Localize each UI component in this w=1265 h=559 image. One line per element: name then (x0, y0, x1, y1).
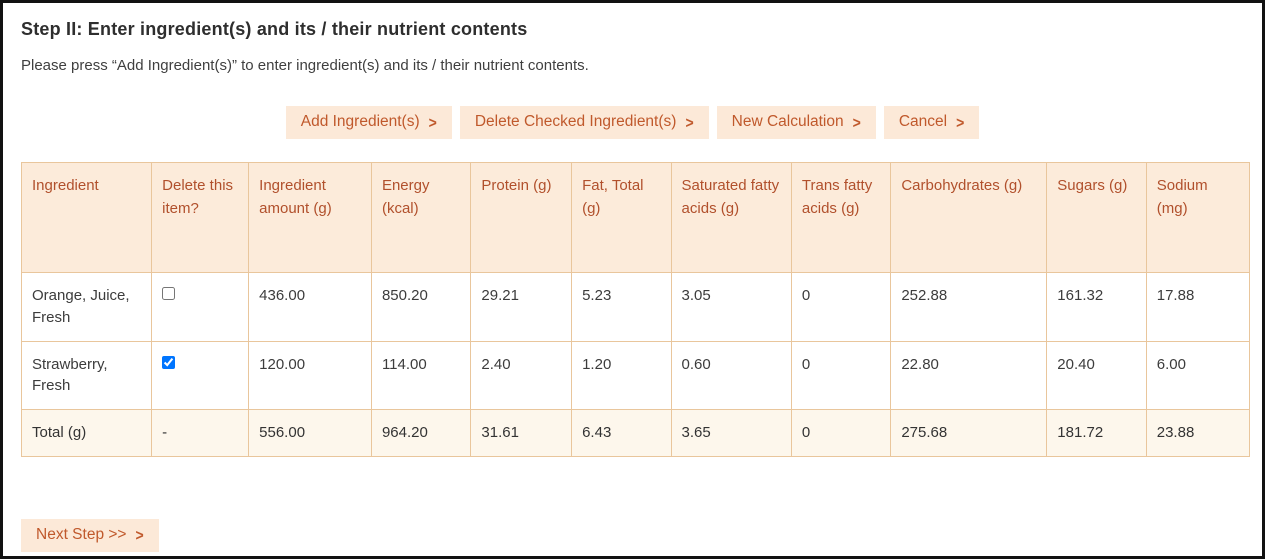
column-header-protein: Protein (g) (470, 162, 573, 273)
nutrient-table: Ingredient Delete this item? Ingredient … (20, 162, 1251, 457)
total-saturated-fat-cell: 3.65 (670, 409, 792, 457)
fat-cell: 5.23 (571, 272, 672, 342)
delete-checked-ingredients-button[interactable]: Delete Checked Ingredient(s) > (459, 106, 709, 139)
energy-cell: 114.00 (370, 340, 472, 410)
column-header-amount: Ingredient amount (g) (248, 162, 372, 273)
total-label-cell: Total (g) (20, 409, 153, 457)
protein-cell: 2.40 (470, 340, 573, 410)
sodium-cell: 17.88 (1145, 272, 1251, 342)
delete-checkbox-cell (151, 340, 250, 410)
energy-cell: 850.20 (370, 272, 472, 342)
sugars-cell: 161.32 (1046, 272, 1147, 342)
column-header-sugars: Sugars (g) (1046, 162, 1147, 273)
next-step-label: Next Step >> (36, 525, 127, 543)
saturated-fat-cell: 0.60 (670, 340, 792, 410)
column-header-carbohydrates: Carbohydrates (g) (890, 162, 1048, 273)
chevron-right-icon: > (685, 112, 694, 132)
delete-item-checkbox[interactable] (162, 287, 176, 300)
add-ingredients-button[interactable]: Add Ingredient(s) > (285, 106, 452, 139)
total-protein-cell: 31.61 (470, 409, 573, 457)
total-sugars-cell: 181.72 (1046, 409, 1147, 457)
column-header-trans-fat: Trans fatty acids (g) (790, 162, 892, 273)
page-title: Step II: Enter ingredient(s) and its / t… (21, 19, 528, 39)
sodium-cell: 6.00 (1145, 340, 1251, 410)
delete-checked-label: Delete Checked Ingredient(s) (474, 113, 677, 130)
delete-checkbox-cell (151, 272, 250, 342)
column-header-fat: Fat, Total (g) (571, 162, 672, 273)
sugars-cell: 20.40 (1046, 340, 1147, 410)
cancel-button[interactable]: Cancel > (883, 106, 980, 139)
table-row: Strawberry, Fresh 120.00 114.00 2.40 1.2… (20, 340, 1251, 410)
trans-fat-cell: 0 (790, 340, 892, 410)
chevron-right-icon: > (956, 112, 965, 132)
column-header-energy: Energy (kcal) (370, 162, 472, 273)
cancel-label: Cancel (898, 113, 948, 130)
total-carbohydrates-cell: 275.68 (890, 409, 1048, 457)
total-sodium-cell: 23.88 (1145, 409, 1251, 457)
column-header-sodium: Sodium (mg) (1145, 162, 1251, 273)
carbohydrates-cell: 22.80 (890, 340, 1048, 410)
total-energy-cell: 964.20 (370, 409, 472, 457)
next-step-button[interactable]: Next Step >> > (21, 518, 159, 552)
chevron-right-icon: > (428, 112, 437, 132)
amount-cell: 120.00 (248, 340, 372, 410)
total-amount-cell: 556.00 (248, 409, 372, 457)
total-fat-cell: 6.43 (571, 409, 672, 457)
amount-cell: 436.00 (248, 272, 372, 342)
chevron-right-icon: > (135, 525, 144, 544)
table-header-row: Ingredient Delete this item? Ingredient … (20, 162, 1251, 273)
new-calculation-label: New Calculation (731, 113, 844, 130)
table-total-row: Total (g) - 556.00 964.20 31.61 6.43 3.6… (20, 409, 1251, 457)
ingredient-name-cell: Orange, Juice, Fresh (20, 272, 153, 342)
protein-cell: 29.21 (470, 272, 573, 342)
instruction-text: Please press “Add Ingredient(s)” to ente… (21, 57, 589, 74)
toolbar: Add Ingredient(s) > Delete Checked Ingre… (21, 106, 1244, 139)
add-ingredients-label: Add Ingredient(s) (300, 113, 420, 130)
ingredient-name-cell: Strawberry, Fresh (20, 340, 153, 410)
carbohydrates-cell: 252.88 (890, 272, 1048, 342)
total-delete-cell: - (151, 409, 250, 457)
chevron-right-icon: > (852, 112, 861, 132)
column-header-ingredient: Ingredient (20, 162, 153, 273)
trans-fat-cell: 0 (790, 272, 892, 342)
saturated-fat-cell: 3.05 (670, 272, 792, 342)
delete-item-checkbox[interactable] (162, 355, 176, 369)
fat-cell: 1.20 (571, 340, 672, 410)
column-header-saturated-fat: Saturated fatty acids (g) (670, 162, 792, 273)
total-trans-fat-cell: 0 (790, 409, 892, 457)
column-header-delete: Delete this item? (151, 162, 250, 273)
table-row: Orange, Juice, Fresh 436.00 850.20 29.21… (20, 272, 1251, 342)
new-calculation-button[interactable]: New Calculation > (716, 106, 876, 139)
footer-bar: Next Step >> > (21, 518, 1244, 552)
